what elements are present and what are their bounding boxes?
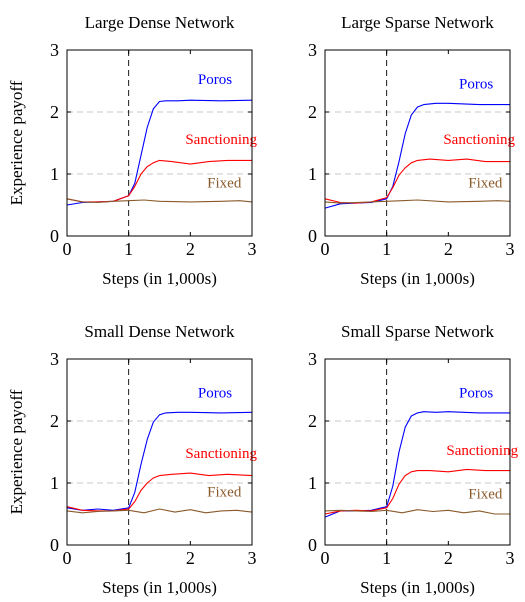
x-tick-label: 3	[248, 239, 257, 259]
panel-large-sparse: Poros Sanctioning Fixed 0 1 2 3 0 1 2 3 Large Spars…	[308, 13, 515, 288]
series-label: Fixed	[468, 176, 503, 192]
x-tick-label: 0	[63, 239, 72, 259]
chart-title: Small Dense Network	[84, 322, 235, 341]
y-axis-label: Experience payoff	[7, 80, 26, 205]
plot-frame	[324, 358, 511, 546]
y-tick-label: 0	[50, 535, 59, 555]
plot-frame	[324, 49, 511, 237]
x-tick-label: 1	[382, 548, 391, 568]
y-tick-label: 3	[50, 349, 59, 369]
y-tick-label: 0	[308, 535, 317, 555]
series-label: Fixed	[468, 487, 503, 503]
x-tick-label: 3	[248, 548, 257, 568]
series-line-fixed	[66, 198, 253, 204]
x-axis-label: Steps (in 1,000s)	[102, 578, 217, 597]
plot-frame	[66, 49, 253, 237]
series-label: Sanctioning	[443, 132, 515, 148]
series-line-fixed	[66, 508, 253, 514]
x-tick-label: 2	[444, 239, 453, 259]
series-line-fixed	[324, 509, 510, 515]
x-tick-label: 0	[63, 548, 72, 568]
x-tick-label: 0	[321, 239, 330, 259]
series-line-poros	[324, 102, 510, 209]
x-tick-label: 1	[124, 548, 133, 568]
series-label: Fixed	[207, 485, 242, 501]
panel-small-sparse: Poros Sanctioning Fixed 0 1 2 3 0 1 2 3 Small Spars…	[308, 322, 519, 597]
y-tick-label: 2	[308, 411, 317, 431]
series-label: Poros	[198, 72, 232, 88]
series-label: Fixed	[207, 176, 242, 192]
x-tick-label: 1	[124, 239, 133, 259]
x-tick-label: 2	[186, 239, 195, 259]
x-axis-label: Steps (in 1,000s)	[360, 578, 475, 597]
y-tick-label: 3	[308, 349, 317, 369]
series-label: Sanctioning	[185, 446, 257, 462]
x-axis-label: Steps (in 1,000s)	[102, 269, 217, 288]
y-tick-label: 3	[50, 40, 59, 60]
panel-large-dense: Poros Sanctioning Fixed 0 1 2 3 0 1 2 3 Large Dense…	[7, 13, 257, 288]
chart-title: Large Dense Network	[85, 13, 235, 32]
x-tick-label: 2	[186, 548, 195, 568]
y-tick-label: 1	[308, 473, 317, 493]
y-axis-label: Experience payoff	[7, 389, 26, 514]
series-label: Poros	[459, 385, 493, 401]
series-label: Sanctioning	[185, 132, 257, 148]
x-tick-label: 1	[382, 239, 391, 259]
series-line-sanctioning	[324, 468, 510, 515]
x-axis-label: Steps (in 1,000s)	[360, 269, 475, 288]
chart-title: Small Sparse Network	[341, 322, 494, 341]
y-tick-label: 2	[308, 102, 317, 122]
x-tick-label: 2	[444, 548, 453, 568]
y-tick-label: 2	[50, 411, 59, 431]
y-tick-label: 3	[308, 40, 317, 60]
chart-title: Large Sparse Network	[341, 13, 494, 32]
y-tick-label: 1	[50, 164, 59, 184]
y-tick-label: 2	[50, 102, 59, 122]
plot-frame	[66, 358, 253, 546]
series-line-fixed	[324, 199, 511, 204]
series-line-poros	[66, 411, 253, 511]
x-tick-label: 3	[506, 239, 515, 259]
series-label: Poros	[459, 76, 493, 92]
y-tick-label: 0	[308, 226, 317, 246]
y-tick-label: 1	[50, 473, 59, 493]
y-tick-label: 0	[50, 226, 59, 246]
x-tick-label: 3	[506, 548, 515, 568]
series-label: Poros	[198, 385, 232, 401]
series-label: Sanctioning	[446, 443, 518, 459]
x-tick-label: 0	[321, 548, 330, 568]
y-tick-label: 1	[308, 164, 317, 184]
panel-small-dense: Poros Sanctioning Fixed 0 1 2 3 0 1 2 3 Small Dense…	[7, 322, 257, 597]
